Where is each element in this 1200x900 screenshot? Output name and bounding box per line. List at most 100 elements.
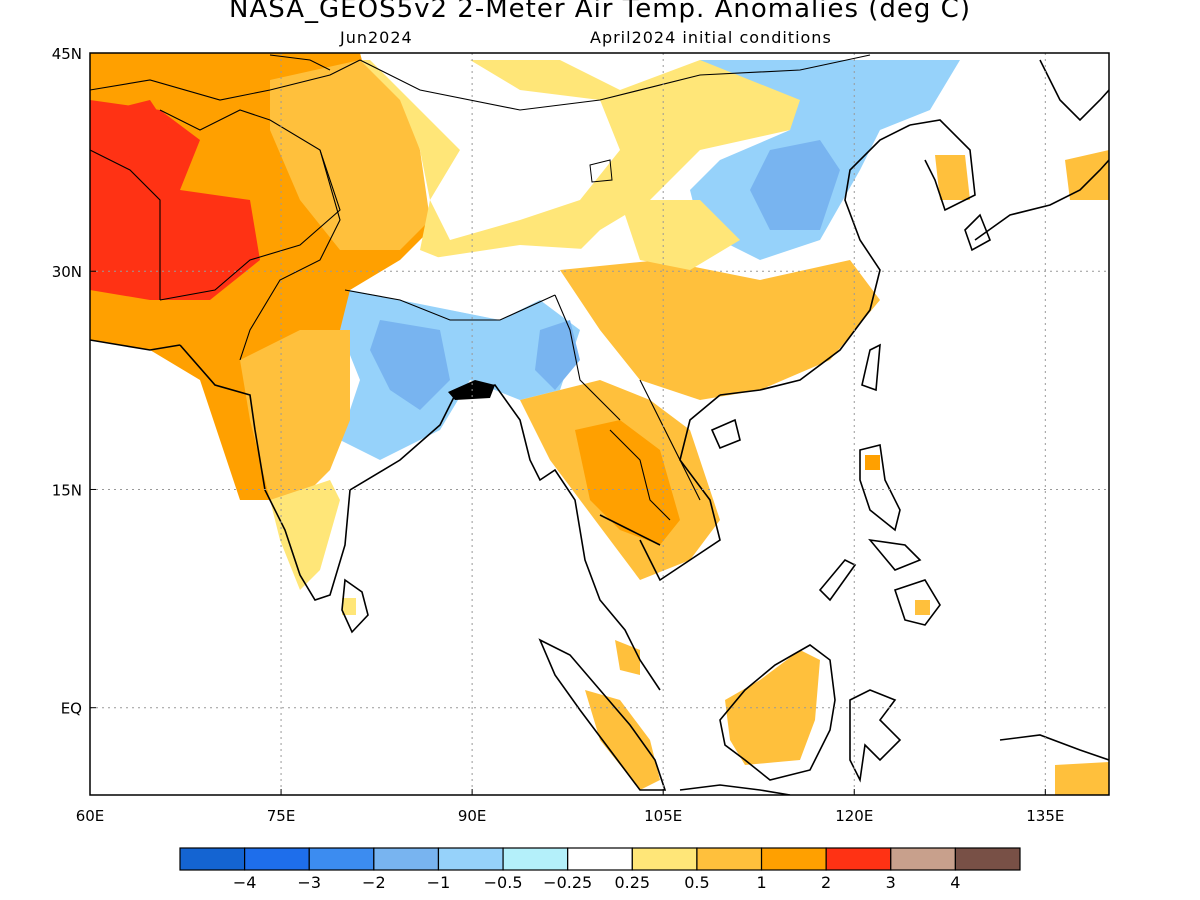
- border-central-asia: [90, 59, 361, 101]
- colorbar-swatch-2: [308, 847, 375, 871]
- forecast-month: Jun2024: [340, 28, 413, 47]
- coast-japan: [974, 159, 1109, 241]
- x-tick-label-3: 105E: [644, 807, 682, 825]
- coast-java: [679, 784, 791, 795]
- coastlines: [90, 59, 1109, 795]
- border-thailand-cambodia: [609, 429, 671, 521]
- colorbar-swatch-5: [502, 847, 569, 871]
- colorbar-label-8: 1: [756, 873, 766, 892]
- latitude-ticks: 45N 30N 15N EQ: [52, 45, 96, 718]
- initial-conditions-label: April2024 initial conditions: [590, 28, 832, 47]
- colorbar-label-7: 0.5: [684, 873, 709, 892]
- coast-indochina: [639, 394, 721, 582]
- region-sri-lanka-warm: [342, 598, 356, 615]
- anomaly-fields: [90, 53, 1109, 795]
- region-kazakh-orange: [270, 60, 430, 250]
- x-tick-label-5: 135E: [1026, 807, 1064, 825]
- border-china-mongolia: [359, 54, 871, 111]
- colorbar-label-9: 2: [821, 873, 831, 892]
- x-tick-label-1: 75E: [267, 807, 296, 825]
- colorbar-swatch-1: [244, 847, 310, 871]
- colorbar-label-3: −1: [427, 873, 451, 892]
- border-afghanistan: [159, 109, 341, 301]
- coast-china: [719, 124, 911, 396]
- coast-north-pacific: [1039, 59, 1109, 122]
- region-malay-warm: [615, 640, 640, 675]
- region-philippines-warm: [865, 455, 880, 470]
- x-tick-label-4: 120E: [835, 807, 873, 825]
- region-india-central-warm: [240, 330, 350, 500]
- colorbar-swatch-0: [179, 847, 246, 871]
- coast-india: [179, 344, 456, 601]
- colorbar-swatch-11: [890, 847, 956, 871]
- x-tick-label-0: 60E: [76, 807, 105, 825]
- gridlines: [90, 53, 1109, 795]
- region-myanmar-cold: [535, 320, 580, 390]
- region-ne-china-cold: [750, 140, 840, 230]
- region-sumatra-warm: [585, 690, 660, 790]
- coast-sri-lanka: [341, 578, 369, 634]
- region-ganges-cold: [370, 320, 450, 410]
- colorbar-swatch-6: [567, 847, 633, 871]
- y-tick-label-0: 45N: [52, 45, 82, 63]
- colorbar-swatch-3: [373, 847, 440, 871]
- lake-balkhash: [269, 54, 331, 71]
- colorbar-swatch-8: [696, 847, 763, 871]
- longitude-ticks: 60E 75E 90E 105E 120E 135E: [76, 789, 1064, 825]
- colorbar-swatch-4: [437, 847, 504, 871]
- colorbar-label-10: 3: [886, 873, 896, 892]
- colorbar-label-11: 4: [950, 873, 960, 892]
- colorbar-label-5: −0.25: [543, 873, 592, 892]
- ganges-delta: [448, 380, 495, 400]
- colorbar-swatch-12: [954, 847, 1021, 871]
- border-myanmar: [554, 294, 621, 421]
- coast-persian-gulf: [90, 339, 181, 351]
- region-japan-warm: [1065, 150, 1109, 200]
- region-tibet-neutral: [420, 245, 600, 300]
- colorbar-label-4: −0.5: [484, 873, 523, 892]
- coast-gulf-thailand: [599, 514, 661, 546]
- map-title: NASA_GEOS5v2 2-Meter Air Temp. Anomalies…: [229, 0, 971, 24]
- region-png-warm: [1055, 762, 1109, 795]
- colorbar-label-0: −4: [233, 873, 257, 892]
- coast-luzon: [859, 444, 901, 532]
- colorbar-swatch-9: [760, 847, 827, 871]
- region-mindanao-warm: [915, 600, 930, 615]
- coast-taiwan: [861, 343, 881, 392]
- region-iran-inner-hot: [110, 100, 170, 160]
- region-thailand-hot: [575, 420, 680, 545]
- coast-new-guinea: [999, 734, 1109, 761]
- y-tick-label-1: 30N: [52, 263, 82, 281]
- colorbar-swatch-10: [825, 847, 892, 871]
- coast-kyushu: [964, 213, 992, 252]
- plot-frame: [89, 52, 1110, 796]
- coast-sumatra: [538, 638, 667, 791]
- y-tick-label-2: 15N: [52, 481, 82, 499]
- coast-sulawesi: [849, 689, 902, 783]
- border-pakistan-india: [239, 149, 341, 361]
- coast-hainan: [710, 418, 741, 450]
- region-korea-warm: [935, 155, 970, 200]
- x-tick-label-2: 90E: [458, 807, 487, 825]
- coast-mindanao: [893, 579, 941, 626]
- lake-qinghai: [589, 159, 613, 183]
- region-south-china-yellow: [620, 200, 740, 270]
- coast-bay-of-bengal: [454, 384, 661, 691]
- colorbar-label-1: −3: [297, 873, 321, 892]
- country-borders: [90, 54, 871, 521]
- border-laos-vietnam: [639, 379, 701, 501]
- colorbar: −4 −3 −2 −1 −0.5 −0.25 0.25 0.5 1 2 3 4: [179, 847, 1021, 892]
- border-india-nepal: [344, 289, 556, 321]
- coast-palawan: [818, 559, 857, 602]
- colorbar-swatch-7: [631, 847, 698, 871]
- border-iran: [90, 149, 161, 300]
- coast-borneo: [719, 644, 836, 781]
- region-india-south-yellow: [270, 480, 340, 590]
- coast-korea: [909, 119, 976, 212]
- region-borneo-warm: [725, 650, 820, 765]
- colorbar-label-2: −2: [362, 873, 386, 892]
- y-tick-label-3: EQ: [61, 700, 82, 718]
- colorbar-label-6: 0.25: [614, 873, 650, 892]
- coast-visayas: [868, 538, 922, 571]
